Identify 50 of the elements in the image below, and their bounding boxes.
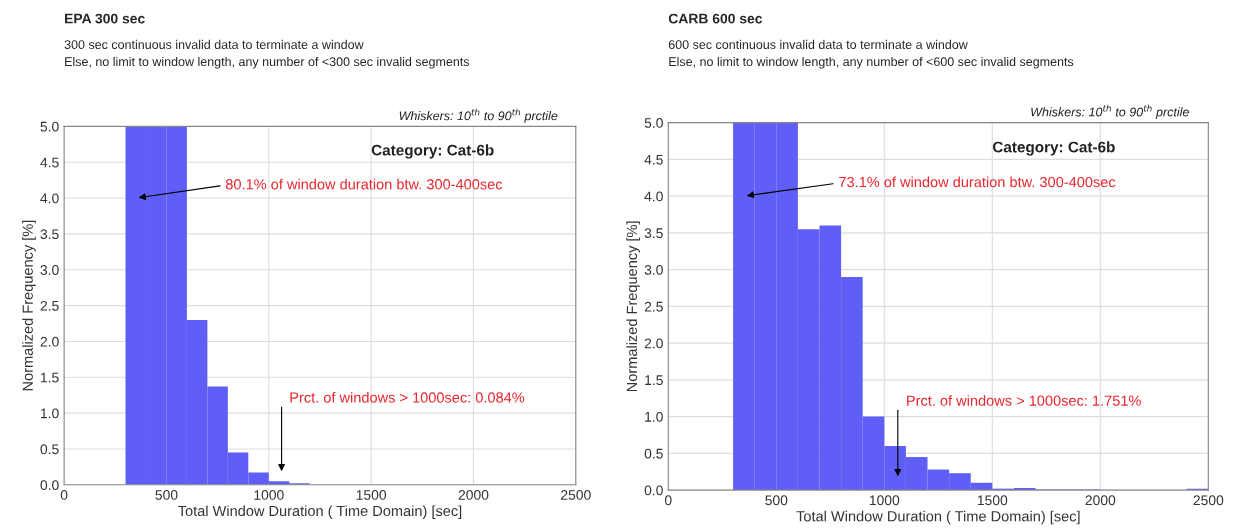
y-tick-label: 4.5 [40,157,59,168]
chart-subtitle: 300 sec continuous invalid data to terminate a window Else, no limit to window length, any number of <300 sec invalid segments [64,39,470,69]
x-tick-label: 500 [765,495,788,506]
annotation: Prct. of windows > 1000sec: 0.084% [290,391,525,403]
x-tick-label: 2500 [561,490,591,500]
y-tick-label: 4.5 [644,154,663,165]
y-tick-label: 0.0 [40,480,59,490]
y-tick-label: 5.0 [644,118,663,128]
x-tick-label: 2000 [1085,495,1116,506]
text: Whiskers: 10$^{th}$ to 90$^{th}$ prctile [1031,104,1189,119]
y-tick-label: 1.5 [645,375,663,386]
annotation: Category: Cat-6b [992,141,1115,156]
y-axis-title: Normalized Frequency [%] [22,220,36,391]
chart-title: EPA 300 sec [65,13,145,24]
x-tick-label: 1500 [977,495,1008,506]
y-tick-label: 1.0 [645,411,663,422]
x-tick-label: 1000 [869,495,900,506]
text: Whiskers: 10$^{th}$ to 90$^{th}$ prctile [399,108,558,123]
y-tick-label: 4.0 [40,193,59,204]
y-tick-label: 3.5 [40,229,59,240]
chart-subtitle: 600 sec continuous invalid data to terminate a window Else, no limit to window length, any number of <600 sec invalid segments [668,39,1074,69]
annotation: Category: Cat-6b [371,144,494,159]
y-tick-label: 0.5 [644,448,663,459]
chart-title: CARB 600 sec [668,13,763,24]
y-tick-label: 1.5 [41,372,59,383]
annotation: Prct. of windows > 1000sec: 1.751% [907,395,1141,406]
y-tick-label: 0.5 [40,444,59,455]
y-tick-label: 2.5 [40,300,59,311]
x-tick-label: 0 [664,495,672,506]
y-tick-label: 3.0 [644,264,663,275]
y-tick-label: 3.0 [40,265,59,275]
y-tick-label: 2.5 [644,301,663,312]
y-axis-title: Normalized Frequency [%] [626,221,640,392]
y-tick-label: 0.0 [644,485,663,496]
y-tick-label: 4.0 [644,191,663,202]
annotation: 80.1% of window duration btw. 300-400sec [225,178,503,190]
y-tick-label: 5.0 [40,121,59,132]
x-axis-title: Total Window Duration ( Time Domain) [sec] [796,510,1080,525]
x-tick-label: 1000 [254,490,284,500]
x-tick-label: 2000 [458,490,489,500]
x-axis-title: Total Window Duration ( Time Domain) [sec] [178,505,462,519]
x-tick-label: 1500 [356,490,387,500]
y-tick-label: 2.0 [644,338,663,349]
x-tick-label: 2500 [1193,495,1224,506]
x-tick-label: 500 [155,490,178,500]
x-tick-label: 0 [60,490,68,500]
y-tick-label: 1.0 [41,408,59,419]
y-tick-label: 2.0 [40,336,59,347]
y-tick-label: 3.5 [644,228,663,239]
annotation: 73.1% of window duration btw. 300-400sec [839,176,1116,188]
